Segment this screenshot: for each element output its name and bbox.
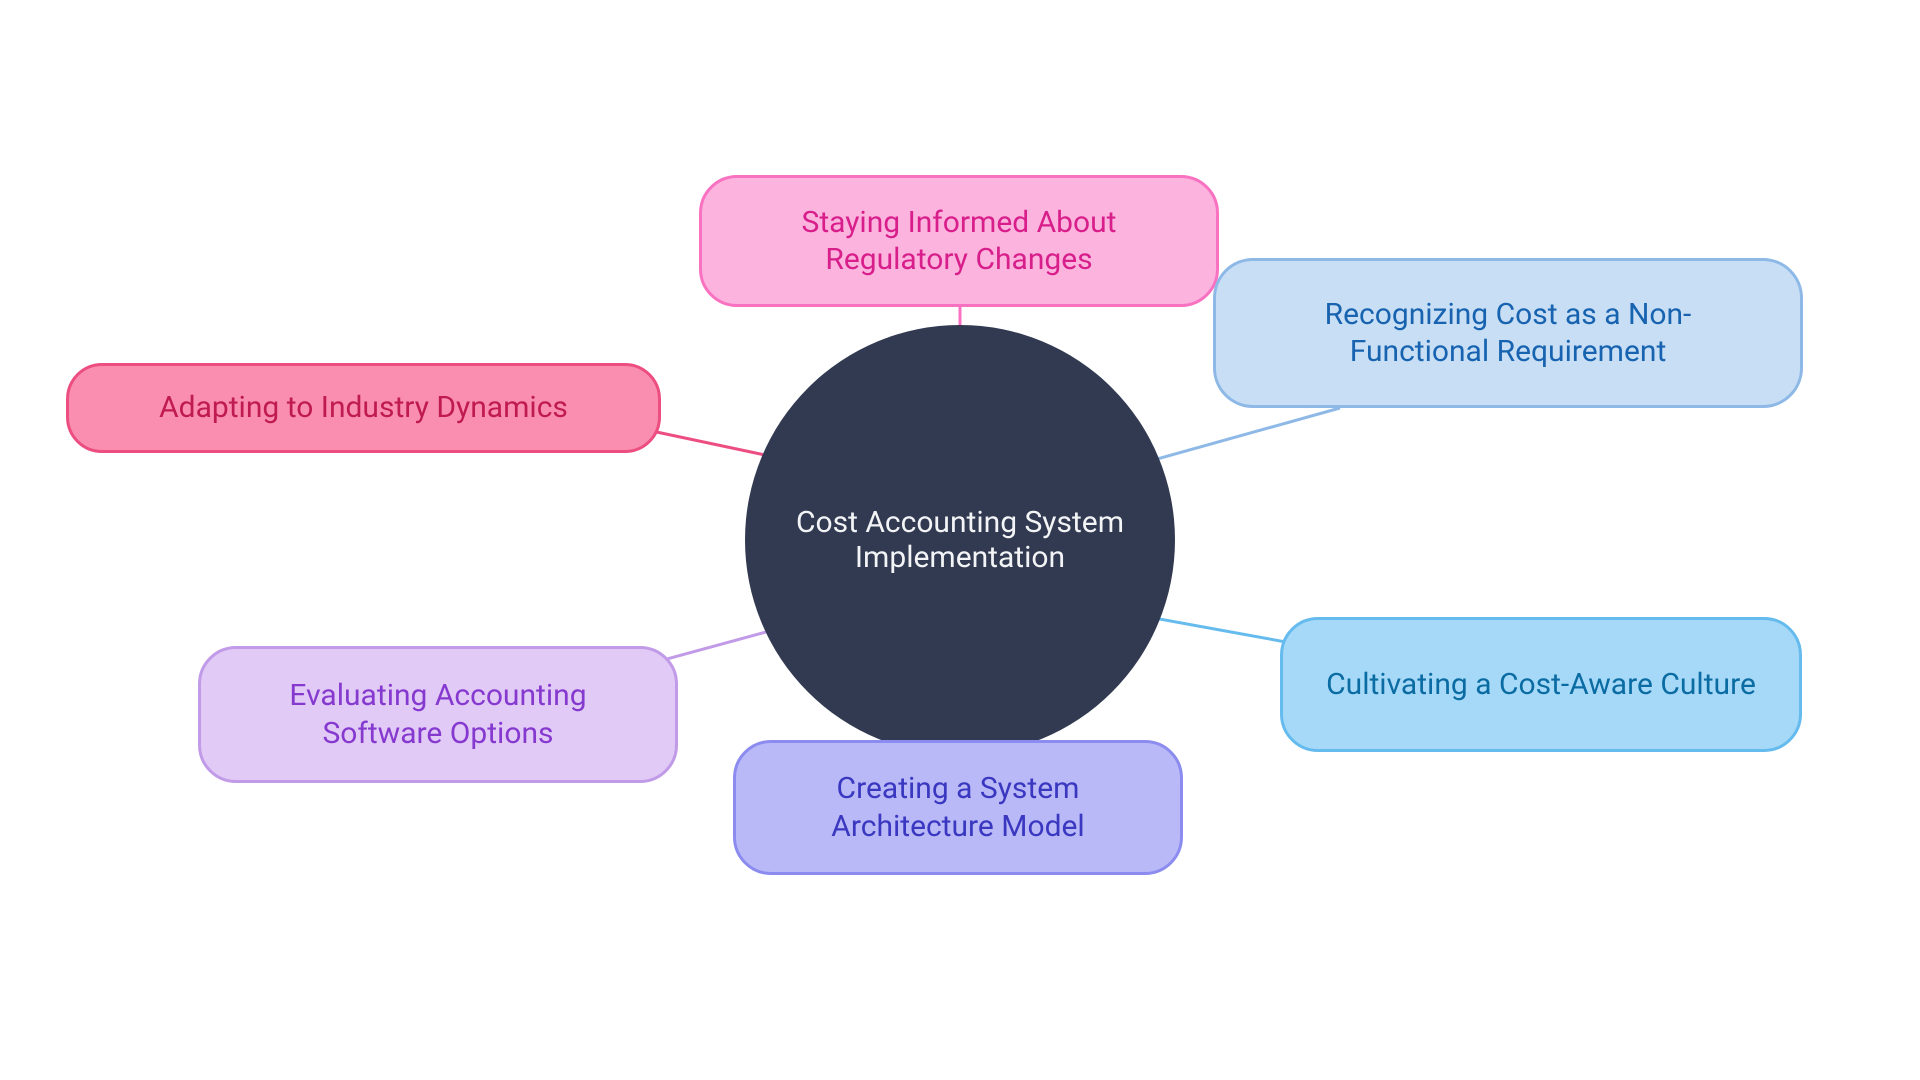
node-bottom-left: Evaluating Accounting Software Options xyxy=(198,646,678,783)
node-left: Adapting to Industry Dynamics xyxy=(66,363,661,453)
node-label: Adapting to Industry Dynamics xyxy=(159,389,568,427)
node-label: Recognizing Cost as a Non-Functional Req… xyxy=(1262,296,1754,371)
center-label: Cost Accounting System Implementation xyxy=(775,505,1145,575)
node-label: Staying Informed About Regulatory Change… xyxy=(736,204,1182,279)
node-label: Evaluating Accounting Software Options xyxy=(251,677,625,752)
node-top: Staying Informed About Regulatory Change… xyxy=(699,175,1219,307)
center-node: Cost Accounting System Implementation xyxy=(745,325,1175,755)
node-label: Cultivating a Cost-Aware Culture xyxy=(1326,666,1756,704)
mindmap-diagram: Cost Accounting System Implementation St… xyxy=(0,0,1920,1080)
node-bottom-right: Cultivating a Cost-Aware Culture xyxy=(1280,617,1802,752)
node-top-right: Recognizing Cost as a Non-Functional Req… xyxy=(1213,258,1803,408)
node-label: Creating a System Architecture Model xyxy=(776,770,1140,845)
node-bottom: Creating a System Architecture Model xyxy=(733,740,1183,875)
